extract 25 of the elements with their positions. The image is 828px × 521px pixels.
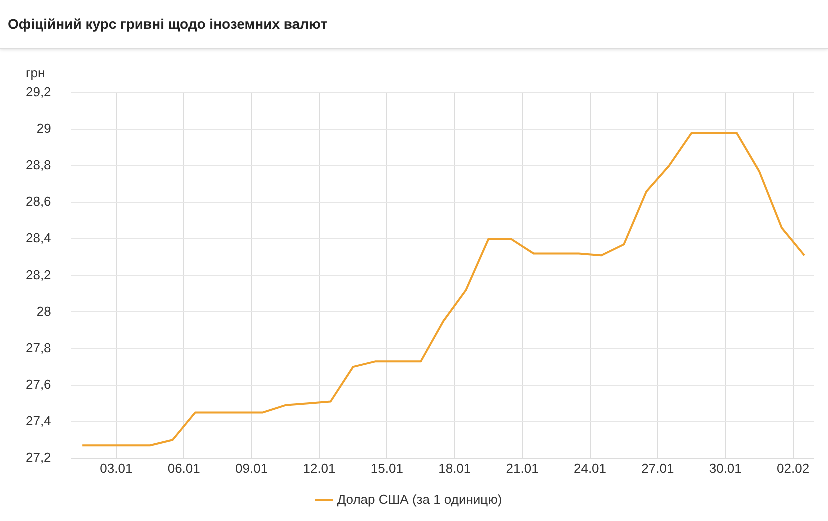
x-tick-label: 09.01 (236, 460, 268, 476)
y-tick-label: 28 (36, 304, 52, 319)
x-tick-label: 03.01 (100, 460, 133, 476)
y-tick-label: 28,8 (26, 158, 52, 173)
y-tick-label: 28,6 (26, 194, 52, 210)
x-tick-label: 21.01 (506, 460, 539, 476)
x-tick-label: 27.01 (642, 460, 674, 476)
y-axis-title: грн (26, 66, 46, 81)
y-tick-label: 28,4 (26, 230, 52, 246)
y-tick-label: 29,2 (26, 84, 52, 100)
x-tick-label: 12.01 (303, 460, 336, 476)
y-tick-label: 28,2 (26, 267, 52, 282)
y-tick-label: 27,8 (26, 340, 52, 356)
y-tick-label: 27,2 (26, 450, 52, 465)
x-tick-label: 24.01 (574, 460, 607, 476)
y-tick-label: 27,4 (26, 413, 52, 428)
y-tick-label: 29 (36, 121, 52, 136)
x-tick-label: 02.02 (777, 460, 810, 476)
x-tick-label: 18.01 (438, 460, 472, 476)
x-tick-label: 06.01 (168, 460, 200, 476)
legend-label: Долар США (за 1 одиницю) (337, 492, 502, 508)
chart-title: Офіційний курс гривні щодо іноземних валют (0, 0, 828, 49)
y-tick-label: 27,6 (26, 376, 52, 392)
x-tick-label: 30.01 (709, 460, 742, 476)
x-tick-label: 15.01 (370, 460, 404, 476)
